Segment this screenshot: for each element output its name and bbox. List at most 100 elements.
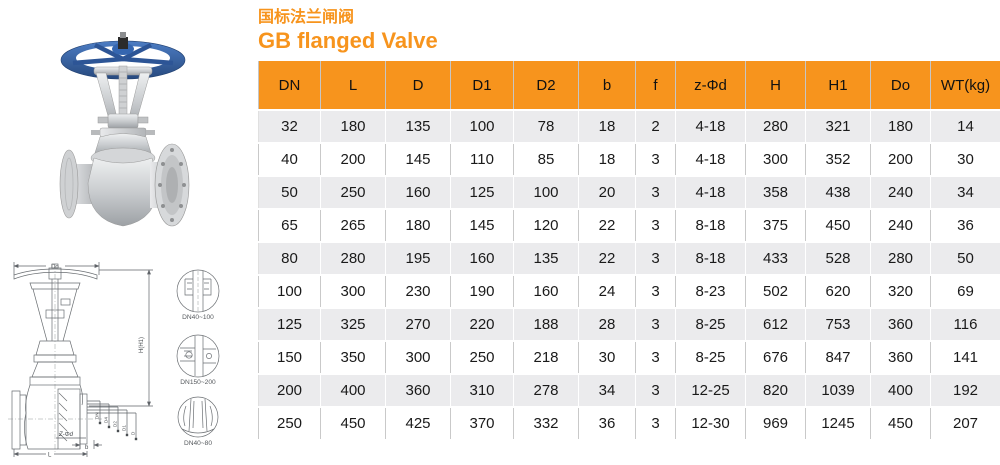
spec-cell: 250 xyxy=(321,176,386,209)
spec-cell: 160 xyxy=(386,176,451,209)
column-header: Do xyxy=(871,61,931,110)
spec-cell: 22 xyxy=(579,242,636,275)
spec-cell: 250 xyxy=(259,407,321,440)
dim-length: L xyxy=(14,449,87,459)
spec-cell: 80 xyxy=(259,242,321,275)
spec-cell: 450 xyxy=(321,407,386,440)
spec-cell: 350 xyxy=(321,341,386,374)
spec-cell: 160 xyxy=(451,242,514,275)
spec-cell: 125 xyxy=(259,308,321,341)
spec-cell: 160 xyxy=(514,275,579,308)
spec-cell: 116 xyxy=(931,308,1000,341)
spec-cell: 300 xyxy=(321,275,386,308)
spec-cell: 30 xyxy=(579,341,636,374)
spec-cell: 69 xyxy=(931,275,1000,308)
column-header: D2 xyxy=(514,61,579,110)
valve-outline xyxy=(8,264,102,453)
spec-cell: 3 xyxy=(636,176,676,209)
spec-cell: 278 xyxy=(514,374,579,407)
spec-cell: 3 xyxy=(636,374,676,407)
spec-cell: 24 xyxy=(579,275,636,308)
dim-label-height: H(H1) xyxy=(139,337,145,353)
spec-cell: 3 xyxy=(636,407,676,440)
dim-label-b: b xyxy=(85,445,89,451)
spec-cell: 180 xyxy=(386,209,451,242)
spec-cell: 220 xyxy=(451,308,514,341)
dim-label-dn: DN xyxy=(95,412,100,419)
spec-cell: 425 xyxy=(386,407,451,440)
column-header: H1 xyxy=(806,61,871,110)
spec-cell: 50 xyxy=(259,176,321,209)
spec-cell: 192 xyxy=(931,374,1000,407)
spec-cell: 141 xyxy=(931,341,1000,374)
spec-cell: 352 xyxy=(806,143,871,176)
spec-cell: 28 xyxy=(579,308,636,341)
spec-cell: 3 xyxy=(636,275,676,308)
spec-cell: 150 xyxy=(259,341,321,374)
spec-cell: 240 xyxy=(871,176,931,209)
spec-cell: 438 xyxy=(806,176,871,209)
dim-label-d: D xyxy=(131,431,136,435)
technical-drawing: Do xyxy=(2,253,252,460)
spec-cell: 20 xyxy=(579,176,636,209)
spec-cell: 969 xyxy=(746,407,806,440)
spec-cell: 100 xyxy=(514,176,579,209)
column-header: D xyxy=(386,61,451,110)
spec-cell: 12-25 xyxy=(676,374,746,407)
spec-cell: 36 xyxy=(931,209,1000,242)
spec-cell: 32 xyxy=(259,110,321,143)
spec-cell: 280 xyxy=(321,242,386,275)
spec-cell: 358 xyxy=(746,176,806,209)
spec-cell: 310 xyxy=(451,374,514,407)
spec-cell: 218 xyxy=(514,341,579,374)
spec-cell: 847 xyxy=(806,341,871,374)
dim-label-d2: D2 xyxy=(113,421,118,427)
dim-diameters: DN D4 D2 D1 D xyxy=(87,401,137,440)
spec-cell: 3 xyxy=(636,209,676,242)
spec-cell: 195 xyxy=(386,242,451,275)
spec-cell: 320 xyxy=(871,275,931,308)
spec-cell: 8-23 xyxy=(676,275,746,308)
page-title-en: GB flanged Valve xyxy=(258,28,1000,53)
spec-cell: 85 xyxy=(514,143,579,176)
spec-cell: 190 xyxy=(451,275,514,308)
spec-cell: 65 xyxy=(259,209,321,242)
spec-cell: 125 xyxy=(451,176,514,209)
spec-cell: 360 xyxy=(871,308,931,341)
spec-cell: 100 xyxy=(451,110,514,143)
detail-label-2: DN150~200 xyxy=(180,379,216,386)
column-header: H xyxy=(746,61,806,110)
spec-cell: 270 xyxy=(386,308,451,341)
spec-cell: 8-18 xyxy=(676,242,746,275)
spec-cell: 207 xyxy=(931,407,1000,440)
column-header: b xyxy=(579,61,636,110)
spec-cell: 325 xyxy=(321,308,386,341)
product-photo xyxy=(48,18,238,248)
column-header: WT(kg) xyxy=(931,61,1000,110)
spec-cell: 450 xyxy=(806,209,871,242)
spec-cell: 145 xyxy=(386,143,451,176)
spec-cell: 433 xyxy=(746,242,806,275)
dim-label-d1: D1 xyxy=(122,425,127,431)
spec-cell: 250 xyxy=(451,341,514,374)
spec-cell: 40 xyxy=(259,143,321,176)
detail-circle-2: DN150~200 xyxy=(177,335,219,386)
valve-yoke xyxy=(94,66,152,130)
spec-cell: 18 xyxy=(579,143,636,176)
spec-cell: 145 xyxy=(451,209,514,242)
spec-cell: 200 xyxy=(871,143,931,176)
spec-cell: 280 xyxy=(746,110,806,143)
spec-cell: 450 xyxy=(871,407,931,440)
gate-valve-photo xyxy=(48,18,238,248)
